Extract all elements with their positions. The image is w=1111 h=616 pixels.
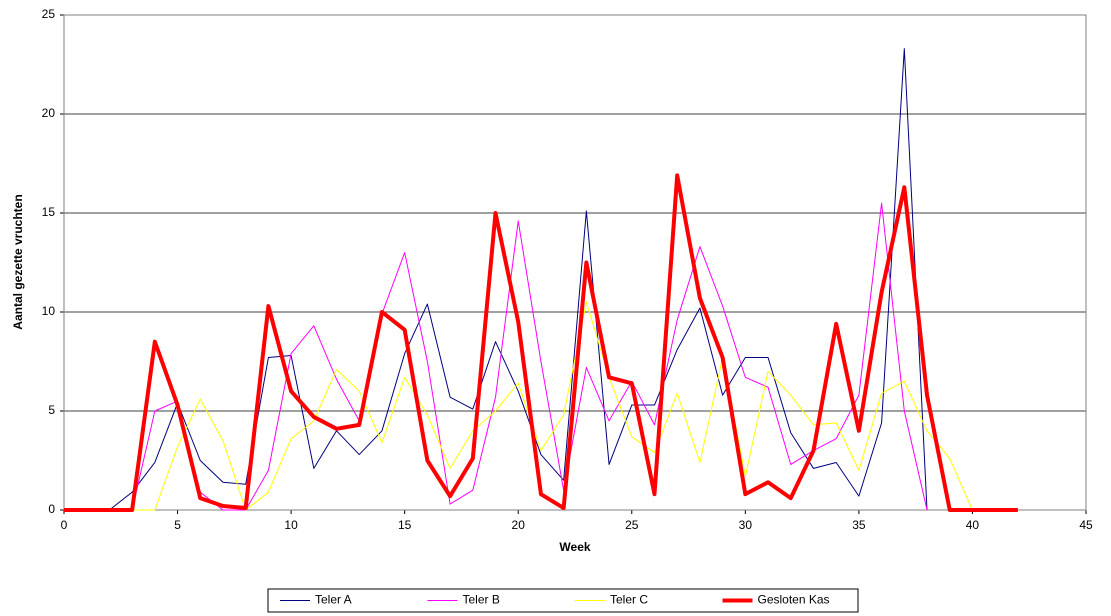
series-line xyxy=(64,173,1018,512)
series-line xyxy=(64,48,928,511)
y-tick-label: 20 xyxy=(42,106,56,120)
x-tick-label: 30 xyxy=(739,518,753,532)
x-axis-label: Week xyxy=(559,540,590,554)
x-tick-label: 10 xyxy=(284,518,298,532)
legend-label: Teler B xyxy=(463,593,500,607)
y-tick-label: 10 xyxy=(42,304,56,318)
y-tick-label: 25 xyxy=(42,7,56,21)
x-tick-label: 45 xyxy=(1079,518,1093,532)
plot-frame xyxy=(63,14,1087,511)
x-tick-label: 20 xyxy=(512,518,526,532)
x-tick-label: 5 xyxy=(174,518,181,532)
x-tick-label: 25 xyxy=(625,518,639,532)
x-tick-label: 40 xyxy=(966,518,980,532)
y-tick-label: 5 xyxy=(48,403,55,417)
series-line xyxy=(64,301,973,511)
x-tick-label: 35 xyxy=(852,518,866,532)
x-tick-label: 15 xyxy=(398,518,412,532)
legend-box xyxy=(267,588,859,613)
x-tick-label: 0 xyxy=(61,518,68,532)
y-axis-label: Aantal gezette vruchten xyxy=(11,194,25,329)
legend-label: Gesloten Kas xyxy=(758,593,830,607)
y-tick-label: 0 xyxy=(48,502,55,516)
legend-label: Teler C xyxy=(610,593,648,607)
y-tick-label: 15 xyxy=(42,205,56,219)
legend-label: Teler A xyxy=(315,593,352,607)
series-line xyxy=(64,202,928,511)
